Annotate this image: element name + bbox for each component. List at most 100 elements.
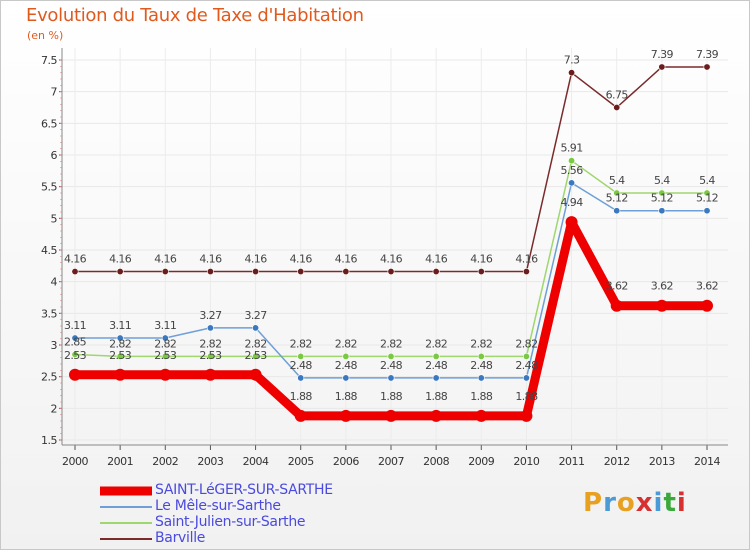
series-layer bbox=[69, 63, 713, 422]
legend-label-saint-leger: SAINT-LéGER-SUR-SARTHE bbox=[155, 482, 333, 498]
data-point bbox=[387, 374, 395, 382]
legend-label-le-mele: Le Mêle-sur-Sarthe bbox=[155, 498, 281, 514]
data-label: 4.16 bbox=[109, 253, 132, 266]
data-point bbox=[703, 207, 711, 215]
data-label: 3.62 bbox=[606, 280, 628, 293]
y-tick-label: 7.5 bbox=[41, 54, 57, 67]
data-label: 2.48 bbox=[425, 359, 448, 372]
x-tick-label: 2013 bbox=[649, 455, 675, 468]
y-tick-label: 4 bbox=[51, 276, 58, 289]
data-label: 3.27 bbox=[245, 309, 268, 322]
data-point bbox=[477, 374, 485, 382]
data-label: 5.4 bbox=[654, 174, 670, 187]
legend-label-saint-julien: Saint-Julien-sur-Sarthe bbox=[155, 514, 306, 530]
data-label: 7.39 bbox=[696, 48, 719, 61]
x-tick-label: 2000 bbox=[62, 455, 88, 468]
data-point bbox=[475, 409, 488, 422]
data-point bbox=[613, 189, 621, 197]
data-point bbox=[613, 104, 621, 112]
data-label: 2.82 bbox=[515, 337, 537, 350]
data-label: 2.82 bbox=[380, 337, 402, 350]
x-tick-label: 2009 bbox=[468, 455, 494, 468]
data-point bbox=[114, 368, 127, 381]
data-point bbox=[658, 207, 666, 215]
data-point bbox=[161, 268, 169, 276]
data-label: 5.12 bbox=[606, 192, 628, 205]
y-tick-label: 5.5 bbox=[41, 181, 57, 194]
data-point bbox=[206, 268, 214, 276]
y-tick-label: 3.5 bbox=[41, 307, 57, 320]
y-tick-label: 1.5 bbox=[41, 434, 57, 447]
data-label: 1.88 bbox=[515, 390, 538, 403]
data-label: 2.85 bbox=[64, 336, 87, 349]
data-label: 5.12 bbox=[651, 192, 673, 205]
y-tick-label: 6.5 bbox=[41, 117, 57, 130]
legend-label-barville: Barville bbox=[155, 530, 206, 546]
y-tick-label: 5 bbox=[51, 212, 58, 225]
data-label: 4.16 bbox=[515, 253, 538, 266]
data-point bbox=[387, 352, 395, 360]
data-point bbox=[116, 268, 124, 276]
data-label: 3.27 bbox=[199, 309, 222, 322]
logo-letter: o bbox=[616, 488, 636, 518]
x-tick-label: 2014 bbox=[694, 455, 720, 468]
x-tick-label: 2012 bbox=[604, 455, 630, 468]
data-label: 2.53 bbox=[154, 349, 177, 362]
data-point bbox=[159, 368, 172, 381]
data-label: 2.82 bbox=[290, 337, 312, 350]
data-point bbox=[522, 352, 530, 360]
data-label: 2.82 bbox=[199, 337, 221, 350]
data-label: 2.82 bbox=[245, 337, 267, 350]
x-tick-label: 2005 bbox=[288, 455, 314, 468]
data-label: 2.53 bbox=[199, 349, 222, 362]
data-point bbox=[432, 268, 440, 276]
logo-letter: x bbox=[635, 488, 654, 518]
x-tick-label: 2004 bbox=[243, 455, 269, 468]
proxiti-logo: Proxiti bbox=[583, 488, 687, 518]
logo-letter: P bbox=[583, 488, 604, 518]
y-tick-label: 4.5 bbox=[41, 244, 57, 257]
data-point bbox=[568, 157, 576, 165]
data-label: 7.3 bbox=[564, 54, 580, 67]
data-point bbox=[161, 334, 169, 342]
data-point bbox=[658, 189, 666, 197]
data-point bbox=[703, 189, 711, 197]
data-point bbox=[655, 299, 668, 312]
data-label: 2.82 bbox=[470, 337, 492, 350]
data-point bbox=[477, 352, 485, 360]
x-tick-label: 2008 bbox=[423, 455, 449, 468]
data-point bbox=[342, 374, 350, 382]
data-label: 4.16 bbox=[199, 253, 222, 266]
data-point bbox=[204, 368, 217, 381]
data-label: 5.12 bbox=[696, 192, 718, 205]
data-point bbox=[342, 268, 350, 276]
data-point bbox=[703, 63, 711, 71]
y-tick-label: 2 bbox=[51, 402, 58, 415]
data-label: 5.91 bbox=[561, 142, 583, 155]
data-point bbox=[116, 352, 124, 360]
labels-layer: 2.53 2.53 2.53 2.53 2.53 1.88 1.88 1.88 1.88 1.88… bbox=[64, 48, 719, 403]
grid-layer bbox=[62, 48, 728, 445]
data-label: 1.88 bbox=[290, 390, 313, 403]
data-label: 4.16 bbox=[470, 253, 493, 266]
data-label: 5.4 bbox=[609, 174, 625, 187]
data-label: 3.62 bbox=[696, 280, 718, 293]
x-tick-label: 2011 bbox=[559, 455, 585, 468]
data-label: 1.88 bbox=[335, 390, 358, 403]
data-point bbox=[161, 352, 169, 360]
y-tick-label: 2.5 bbox=[41, 371, 57, 384]
data-point bbox=[297, 374, 305, 382]
data-point bbox=[701, 299, 713, 312]
x-tick-label: 2003 bbox=[197, 455, 223, 468]
x-tick-label: 2002 bbox=[152, 455, 178, 468]
unit-label: (en %) bbox=[27, 29, 64, 42]
data-label: 2.82 bbox=[425, 337, 447, 350]
y-tick-label: 6 bbox=[51, 149, 58, 162]
data-point bbox=[568, 69, 576, 77]
data-label: 4.16 bbox=[425, 253, 448, 266]
data-point bbox=[69, 368, 81, 381]
data-label: 2.48 bbox=[290, 359, 313, 372]
data-point bbox=[565, 216, 578, 229]
data-point bbox=[252, 352, 260, 360]
